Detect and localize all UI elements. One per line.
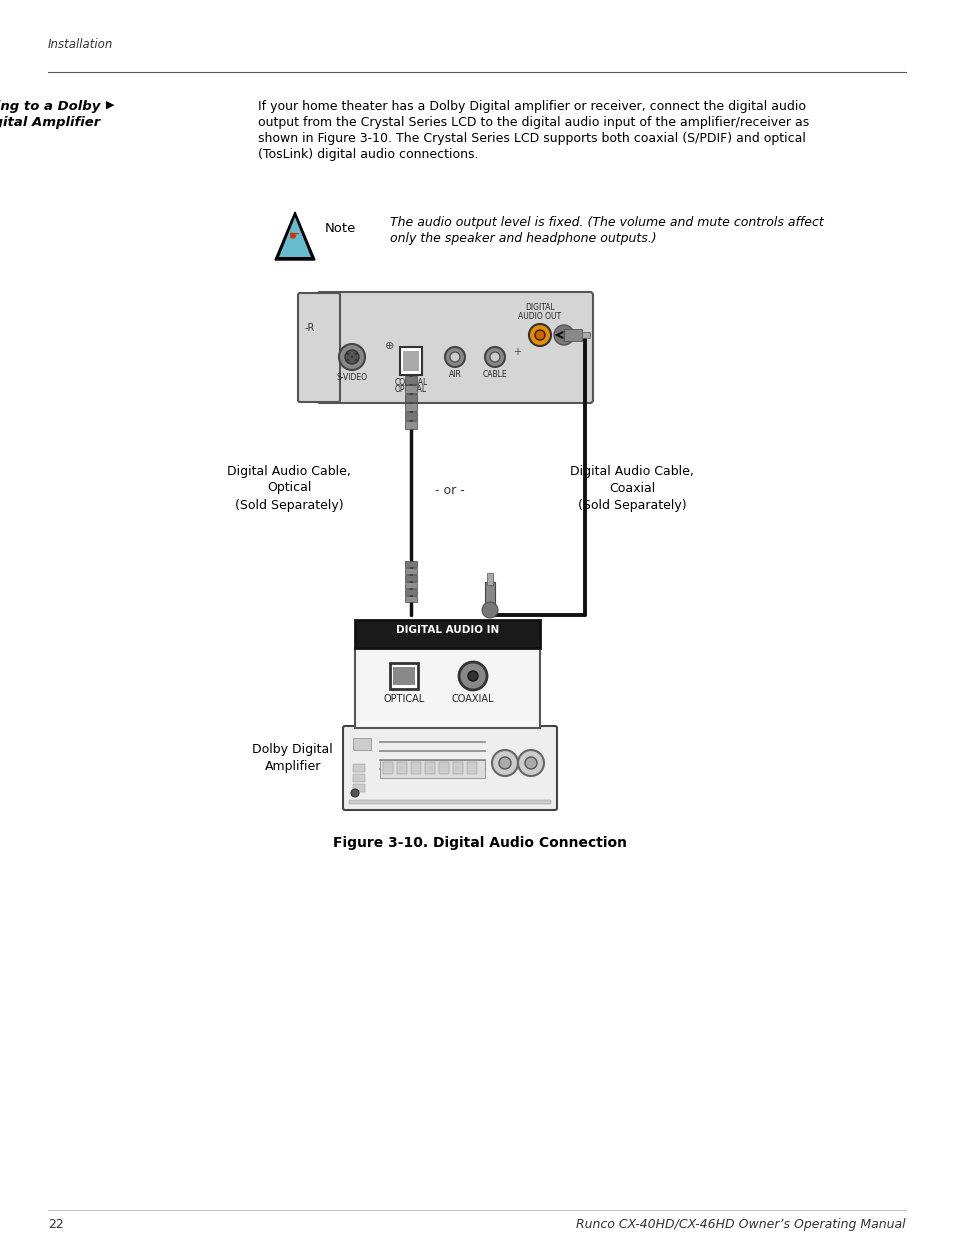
Bar (467, 762, 476, 774)
Circle shape (554, 325, 574, 345)
Bar (424, 762, 435, 774)
Polygon shape (278, 217, 311, 257)
Circle shape (492, 750, 517, 776)
Text: OPTICAL: OPTICAL (383, 694, 424, 704)
Bar (399, 347, 421, 375)
Bar (353, 764, 365, 772)
Bar (405, 403, 416, 411)
Text: Connecting to a Dolby: Connecting to a Dolby (0, 100, 100, 112)
Bar (411, 762, 420, 774)
Circle shape (351, 789, 358, 797)
Circle shape (490, 352, 499, 362)
Circle shape (450, 352, 459, 362)
Text: S-VIDEO: S-VIDEO (336, 373, 367, 382)
Bar (379, 760, 484, 778)
Bar (405, 576, 416, 580)
Bar (402, 351, 418, 370)
Bar (405, 394, 416, 403)
Circle shape (481, 601, 497, 618)
Circle shape (444, 347, 464, 367)
Text: AUDIO OUT: AUDIO OUT (517, 312, 561, 321)
Circle shape (468, 671, 477, 680)
Text: - or -: - or - (435, 483, 464, 496)
Text: Note: Note (325, 222, 356, 235)
Circle shape (498, 757, 511, 769)
Text: ☛: ☛ (289, 230, 300, 243)
Bar (390, 663, 417, 689)
Circle shape (345, 350, 358, 364)
Text: shown in Figure 3-10. The Crystal Series LCD supports both coaxial (S/PDIF) and : shown in Figure 3-10. The Crystal Series… (257, 132, 805, 144)
Text: Digital Audio Cable,
Coaxial
(Sold Separately): Digital Audio Cable, Coaxial (Sold Separ… (569, 464, 693, 511)
Bar (355, 620, 539, 648)
Text: AIR: AIR (448, 370, 461, 379)
Bar (353, 739, 371, 750)
Bar (355, 648, 539, 727)
Bar (396, 762, 407, 774)
Bar (438, 762, 449, 774)
Text: output from the Crystal Series LCD to the digital audio input of the amplifier/r: output from the Crystal Series LCD to th… (257, 116, 808, 128)
Text: ▶: ▶ (106, 100, 114, 110)
Bar (353, 784, 365, 792)
Text: The audio output level is fixed. (The volume and mute controls affect: The audio output level is fixed. (The vo… (390, 216, 822, 228)
Text: Digital Audio Cable,
Optical
(Sold Separately): Digital Audio Cable, Optical (Sold Separ… (227, 464, 351, 511)
Text: Dolby Digital
Amplifier: Dolby Digital Amplifier (252, 743, 333, 773)
Text: COAXIAL: COAXIAL (452, 694, 494, 704)
Bar (405, 597, 416, 601)
Text: -R: -R (305, 324, 315, 333)
Polygon shape (274, 212, 314, 261)
Text: CABLE: CABLE (482, 370, 507, 379)
Text: Figure 3-10. Digital Audio Connection: Figure 3-10. Digital Audio Connection (333, 836, 626, 850)
Bar (405, 561, 416, 567)
Text: (TosLink) digital audio connections.: (TosLink) digital audio connections. (257, 148, 478, 161)
Circle shape (529, 324, 551, 346)
Text: OPTICAL: OPTICAL (395, 385, 427, 394)
Circle shape (458, 662, 486, 690)
Circle shape (484, 347, 504, 367)
Bar (405, 421, 416, 429)
Bar (563, 329, 581, 341)
Bar (484, 582, 495, 610)
Bar (382, 762, 393, 774)
FancyBboxPatch shape (297, 293, 339, 403)
Circle shape (338, 345, 365, 370)
Text: Runco CX-40HD/CX-46HD Owner’s Operating Manual: Runco CX-40HD/CX-46HD Owner’s Operating … (576, 1218, 905, 1231)
Bar (453, 762, 462, 774)
Bar (353, 774, 365, 782)
Bar (405, 375, 416, 384)
Bar (486, 573, 493, 585)
Bar (405, 385, 416, 393)
Text: +: + (513, 347, 520, 357)
FancyBboxPatch shape (316, 291, 593, 403)
Bar (349, 800, 551, 804)
Text: Installation: Installation (48, 38, 113, 51)
Circle shape (517, 750, 543, 776)
Circle shape (347, 359, 349, 361)
Text: If your home theater has a Dolby Digital amplifier or receiver, connect the digi: If your home theater has a Dolby Digital… (257, 100, 805, 112)
Bar (405, 412, 416, 420)
Bar (393, 667, 415, 685)
Bar (405, 589, 416, 595)
Text: 22: 22 (48, 1218, 64, 1231)
Text: only the speaker and headphone outputs.): only the speaker and headphone outputs.) (390, 232, 656, 245)
Circle shape (355, 353, 356, 356)
Circle shape (524, 757, 537, 769)
Circle shape (351, 356, 353, 358)
Bar (581, 332, 589, 338)
Text: DIGITAL: DIGITAL (524, 303, 555, 312)
FancyBboxPatch shape (343, 726, 557, 810)
Bar (405, 568, 416, 574)
Text: Digital Amplifier: Digital Amplifier (0, 116, 100, 128)
Text: COAXIAL: COAXIAL (394, 378, 427, 387)
Circle shape (355, 359, 356, 361)
Bar (405, 582, 416, 588)
Text: DIGITAL AUDIO IN: DIGITAL AUDIO IN (395, 625, 498, 635)
Circle shape (535, 330, 544, 340)
Text: ⊕: ⊕ (385, 341, 394, 351)
Circle shape (347, 353, 349, 356)
